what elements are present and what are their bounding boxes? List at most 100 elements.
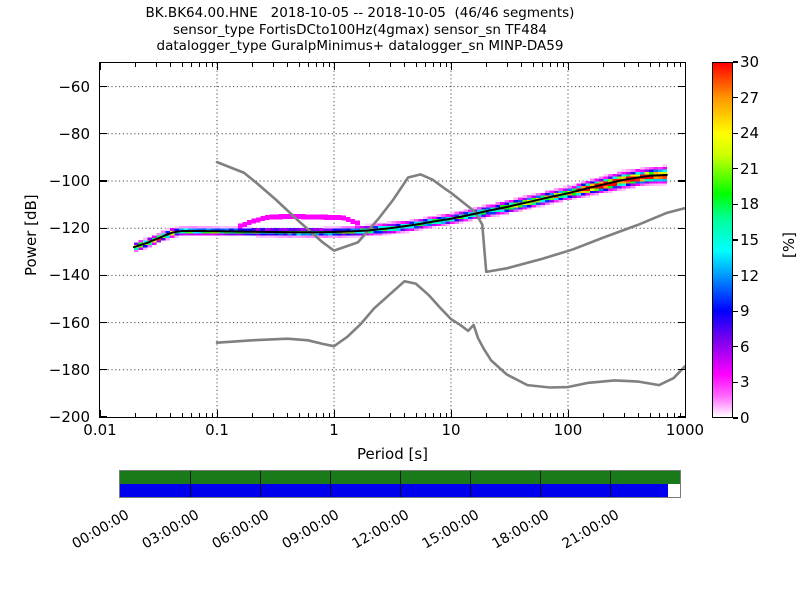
x-minor-tick xyxy=(679,413,681,417)
x-minor-tick-top xyxy=(170,63,172,67)
colorbar-tick-label: 9 xyxy=(740,302,750,321)
x-minor-tick-top xyxy=(556,63,558,67)
y-tick-label: −200 xyxy=(48,408,90,426)
x-tick-label: 100 xyxy=(553,421,583,439)
x-minor-tick xyxy=(549,413,551,417)
x-minor-tick xyxy=(603,413,605,417)
x-major-tick-top xyxy=(333,63,335,70)
colorbar-tick xyxy=(733,203,738,205)
x-minor-tick-top xyxy=(191,63,193,67)
x-minor-tick-top xyxy=(308,63,310,67)
x-minor-tick-top xyxy=(679,63,681,67)
y-axis-title: Power [dB] xyxy=(22,194,40,276)
x-minor-tick-top xyxy=(659,63,661,67)
x-minor-tick-top xyxy=(287,63,289,67)
colorbar-tick xyxy=(733,61,738,63)
y-major-tick-right xyxy=(678,85,685,88)
x-minor-tick-top xyxy=(425,63,427,67)
x-minor-tick xyxy=(308,413,310,417)
colorbar-tick-label: 15 xyxy=(740,231,760,249)
x-minor-tick xyxy=(181,413,183,417)
x-minor-tick-top xyxy=(439,63,441,67)
x-minor-tick-top xyxy=(404,63,406,67)
y-major-tick xyxy=(100,85,107,88)
x-minor-tick xyxy=(191,413,193,417)
x-minor-tick xyxy=(211,413,213,417)
x-minor-tick xyxy=(322,413,324,417)
x-minor-tick xyxy=(562,413,564,417)
x-minor-tick xyxy=(486,413,488,417)
x-tick-label: 10 xyxy=(441,421,461,439)
reference-curve-nlnm xyxy=(215,280,685,389)
x-minor-tick xyxy=(623,413,625,417)
colorbar-tick xyxy=(733,96,738,99)
x-major-tick-top xyxy=(216,63,218,70)
title-line-2: sensor_type FortisDCto100Hz(4gmax) senso… xyxy=(172,21,548,38)
colorbar-tick-label: 3 xyxy=(740,373,750,392)
x-minor-tick xyxy=(415,413,417,417)
x-minor-tick xyxy=(135,413,137,417)
x-minor-tick xyxy=(445,413,447,417)
colorbar-tick-label: 12 xyxy=(740,266,760,285)
colorbar-tick-label: 21 xyxy=(740,159,760,178)
x-minor-tick-top xyxy=(298,63,300,67)
x-tick-label: 1000 xyxy=(665,421,705,439)
y-tick-label: −120 xyxy=(48,219,90,238)
x-minor-tick xyxy=(542,413,544,417)
colorbar-tick xyxy=(733,417,738,419)
y-major-tick-right xyxy=(678,180,685,182)
x-major-tick-top xyxy=(99,63,101,70)
x-minor-tick-top xyxy=(673,63,675,67)
x-minor-tick-top xyxy=(135,63,137,67)
colorbar-tick xyxy=(733,310,738,312)
x-minor-tick-top xyxy=(415,63,417,67)
x-axis-title: Period [s] xyxy=(356,445,429,463)
x-minor-tick xyxy=(506,413,508,417)
y-major-tick xyxy=(100,416,107,418)
y-major-tick xyxy=(100,274,107,277)
x-major-tick-top xyxy=(567,63,569,70)
x-major-tick xyxy=(333,410,335,417)
x-minor-tick xyxy=(425,413,427,417)
x-minor-tick xyxy=(673,413,675,417)
x-minor-tick-top xyxy=(562,63,564,67)
x-minor-tick-top xyxy=(328,63,330,67)
y-major-tick xyxy=(100,321,107,324)
x-minor-tick-top xyxy=(623,63,625,67)
colorbar-tick-label: 24 xyxy=(740,124,760,143)
figure-title: BK.BK64.00.HNE 2018-10-05 -- 2018-10-05 … xyxy=(0,5,720,55)
colorbar-tick xyxy=(733,132,738,134)
x-minor-tick xyxy=(659,413,661,417)
ppsd-plot-area xyxy=(99,62,686,418)
colorbar-tick xyxy=(733,168,738,170)
x-minor-tick-top xyxy=(322,63,324,67)
x-minor-tick xyxy=(315,413,317,417)
x-minor-tick-top xyxy=(181,63,183,67)
x-minor-tick-top xyxy=(252,63,254,67)
y-tick-label: −60 xyxy=(58,77,90,96)
x-minor-tick xyxy=(369,413,371,417)
x-minor-tick-top xyxy=(506,63,508,67)
coverage-divider xyxy=(190,471,191,497)
title-line-3: datalogger_type GuralpMinimus+ datalogge… xyxy=(156,38,564,54)
y-major-tick xyxy=(100,227,107,229)
x-major-tick xyxy=(216,410,218,417)
x-minor-tick xyxy=(432,413,434,417)
colorbar-tick xyxy=(733,346,738,348)
y-major-tick-right xyxy=(678,416,685,418)
coverage-divider xyxy=(330,471,331,497)
colorbar-tick-label: 6 xyxy=(740,337,750,356)
y-tick-label: −140 xyxy=(48,266,90,285)
x-minor-tick-top xyxy=(315,63,317,67)
x-tick-label: 0.01 xyxy=(83,421,117,439)
x-minor-tick xyxy=(272,413,274,417)
x-minor-tick xyxy=(439,413,441,417)
x-tick-label: 0.1 xyxy=(205,421,229,439)
colorbar-tick-label: 18 xyxy=(740,195,760,214)
y-major-tick xyxy=(100,369,107,371)
x-minor-tick xyxy=(287,413,289,417)
y-tick-label: −160 xyxy=(48,313,90,332)
x-minor-tick-top xyxy=(603,63,605,67)
x-minor-tick xyxy=(155,413,157,417)
